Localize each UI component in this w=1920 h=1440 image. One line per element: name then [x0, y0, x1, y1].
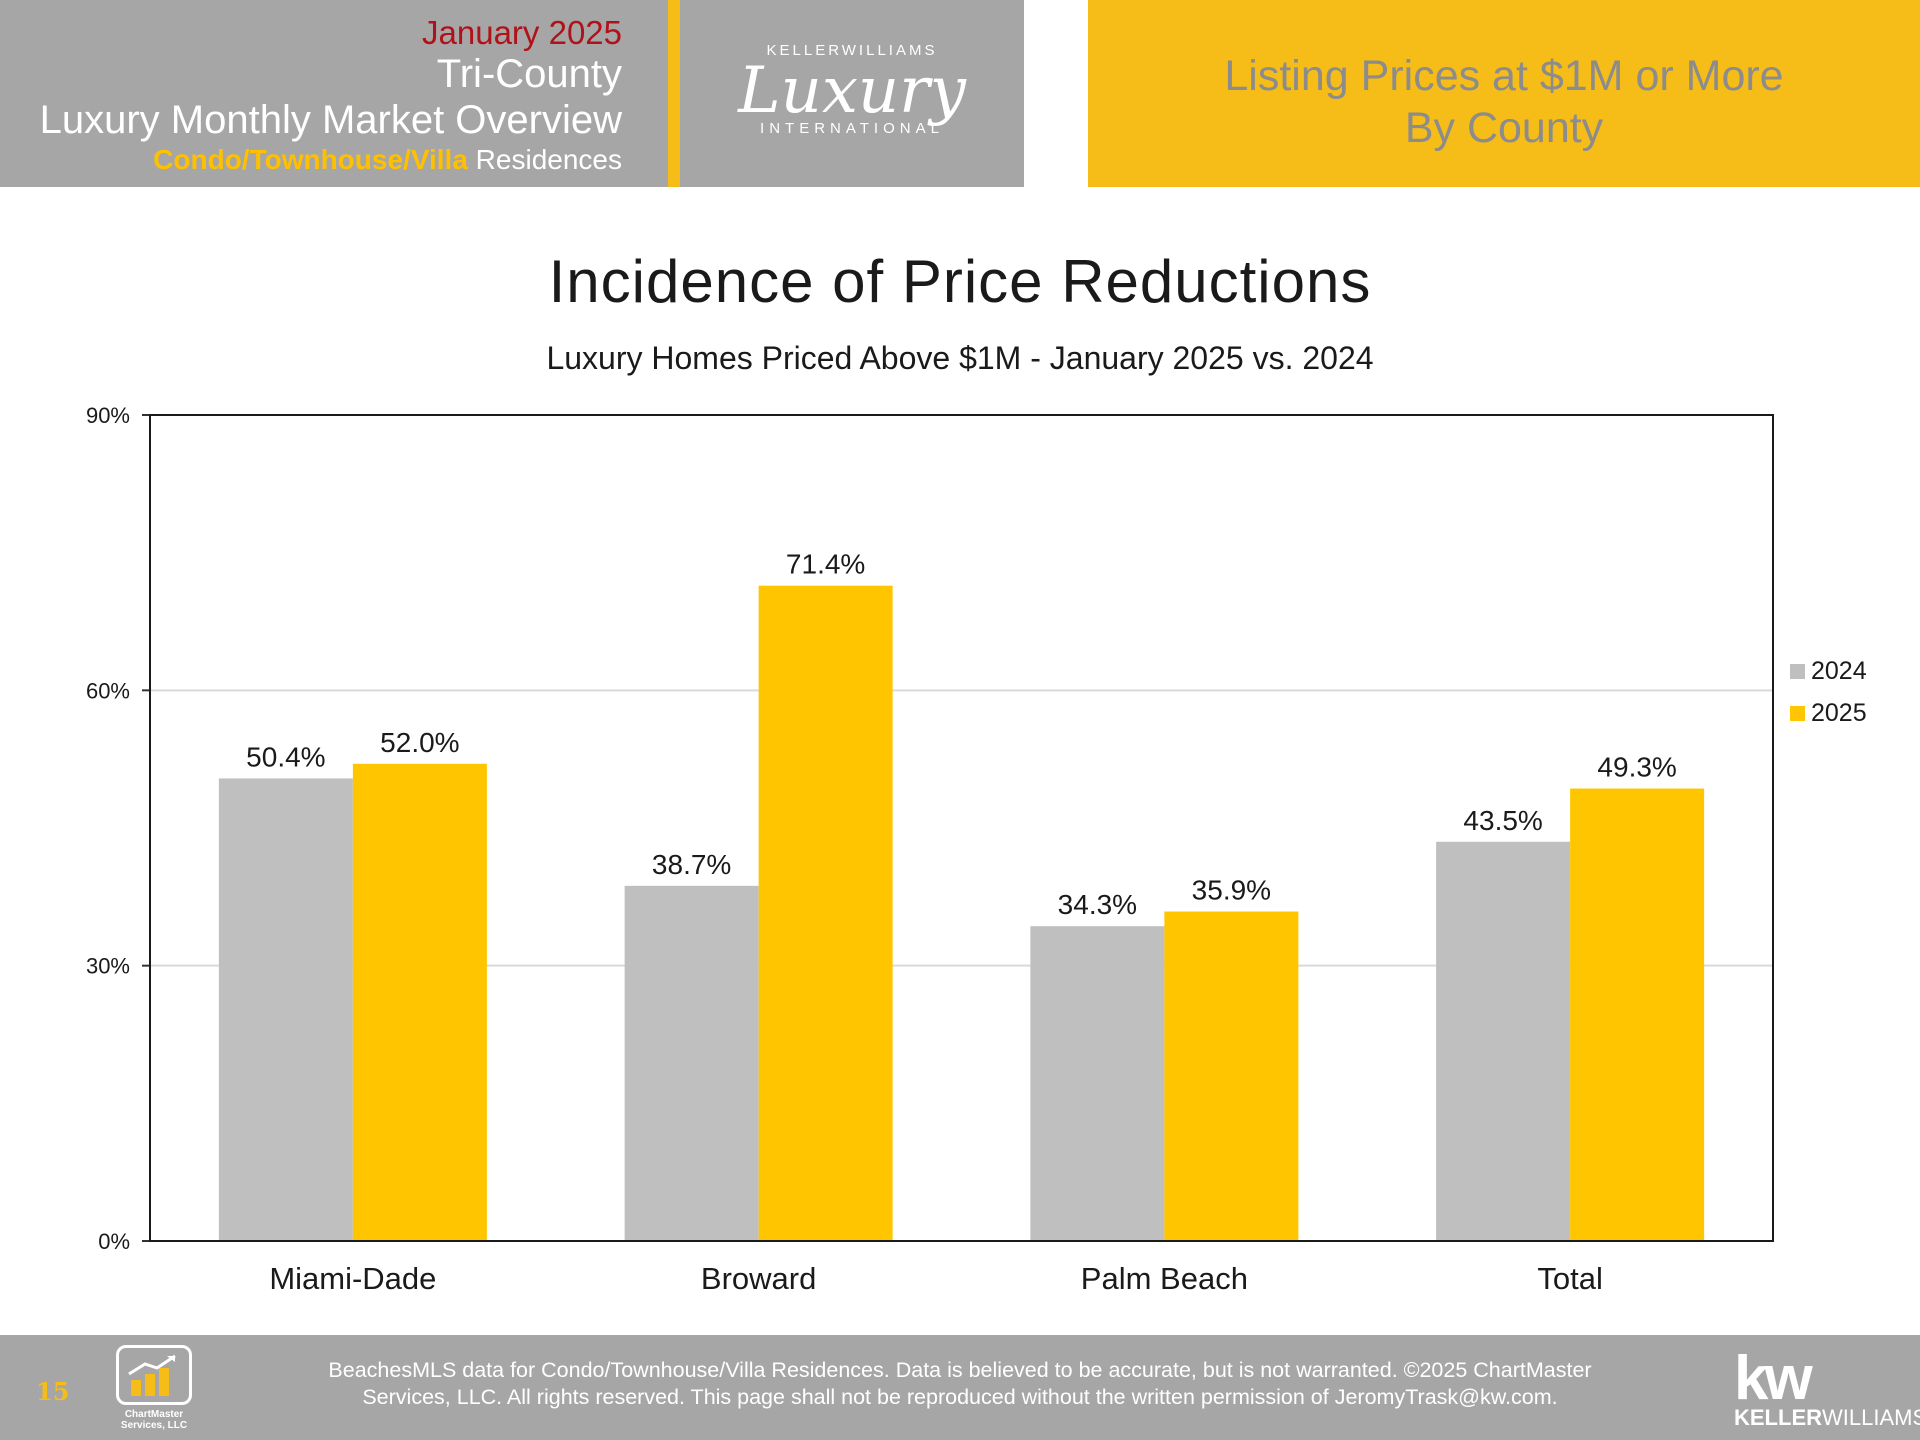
bar-2025	[1164, 911, 1299, 1241]
kw-name-rest: WILLIAMS.	[1822, 1405, 1920, 1430]
disclaimer-line2: Services, LLC. All rights reserved. This…	[362, 1385, 1558, 1409]
bar-2024	[624, 885, 759, 1241]
bar-2025	[352, 763, 487, 1241]
x-tick-label: Total	[1537, 1261, 1602, 1296]
bar-2024	[218, 778, 353, 1241]
logo-brand-bottom: INTERNATIONAL	[760, 120, 944, 137]
data-label: 71.4%	[786, 549, 865, 580]
logo-brand-top: KELLERWILLIAMS	[766, 42, 938, 59]
report-title: Luxury Monthly Market Overview	[39, 98, 622, 142]
plot-frame	[149, 414, 1774, 1242]
bar-chart: 0% 30% 60% 90% 50.4% 52.0% Miami-Dade 38.7% 71.4…	[86, 403, 1774, 1296]
section-title-line2: By County	[1404, 104, 1604, 152]
header-accent-stripe	[668, 0, 680, 187]
x-tick-label: Palm Beach	[1081, 1261, 1248, 1296]
kw-logo-mark: kw	[1734, 1344, 1813, 1413]
legend-item-2024: 2024	[1790, 650, 1867, 692]
luxury-international-logo: KELLERWILLIAMS Luxury INTERNATIONAL	[680, 0, 1024, 187]
property-type-rest: Residences	[467, 144, 622, 175]
y-tick-label: 0%	[98, 1229, 130, 1254]
chart-title: Incidence of Price Reductions	[548, 248, 1372, 315]
x-tick-label: Miami-Dade	[269, 1261, 436, 1296]
bar-2025	[1570, 788, 1705, 1241]
kw-name-bold: KELLER	[1734, 1405, 1822, 1430]
section-title-line1: Listing Prices at $1M or More	[1224, 52, 1784, 100]
data-label: 35.9%	[1192, 875, 1271, 906]
page-number: 15	[36, 1377, 70, 1406]
data-label: 43.5%	[1463, 805, 1542, 836]
section-title: Listing Prices at $1M or More By County	[1088, 50, 1920, 154]
footer-disclaimer: BeachesMLS data for Condo/Townhouse/Vill…	[240, 1357, 1680, 1411]
report-region: Tri-County	[436, 52, 622, 96]
y-tick-label: 60%	[86, 678, 130, 703]
bar-2024	[1030, 926, 1165, 1241]
chartmaster-label: ChartMaster Services, LLC	[120, 1409, 188, 1431]
property-type: Condo/Townhouse/Villa Residences	[153, 144, 622, 176]
bar-2024	[1436, 841, 1571, 1241]
kw-logo-name: KELLERWILLIAMS.	[1734, 1405, 1920, 1431]
report-month: January 2025	[422, 14, 622, 51]
x-tick-label: Broward	[701, 1261, 816, 1296]
disclaimer-line1: BeachesMLS data for Condo/Townhouse/Vill…	[328, 1358, 1592, 1382]
chart-legend: 2024 2025	[1790, 650, 1867, 734]
y-tick-label: 30%	[86, 954, 130, 979]
bar-2025	[758, 585, 893, 1241]
legend-swatch-2025	[1790, 705, 1805, 721]
legend-label-2024: 2024	[1811, 656, 1867, 685]
header-left-panel	[0, 0, 668, 187]
data-label: 50.4%	[246, 741, 325, 772]
logo-script: Luxury	[738, 54, 966, 128]
legend-item-2025: 2025	[1790, 692, 1867, 734]
section-title-panel: Listing Prices at $1M or More By County	[1088, 0, 1920, 187]
property-type-accent: Condo/Townhouse/Villa	[153, 144, 468, 175]
legend-label-2025: 2025	[1811, 698, 1867, 727]
data-label: 34.3%	[1058, 889, 1137, 920]
y-tick-label: 90%	[86, 403, 130, 428]
footer: 15 ChartMaster Services, LLC BeachesMLS …	[0, 1335, 1920, 1440]
chart-subtitle: Luxury Homes Priced Above $1M - January …	[546, 340, 1374, 376]
legend-swatch-2024	[1790, 663, 1805, 679]
data-label: 38.7%	[652, 849, 731, 880]
data-label: 49.3%	[1597, 752, 1676, 783]
data-label: 52.0%	[380, 727, 459, 758]
chartmaster-logo-icon	[116, 1345, 192, 1405]
